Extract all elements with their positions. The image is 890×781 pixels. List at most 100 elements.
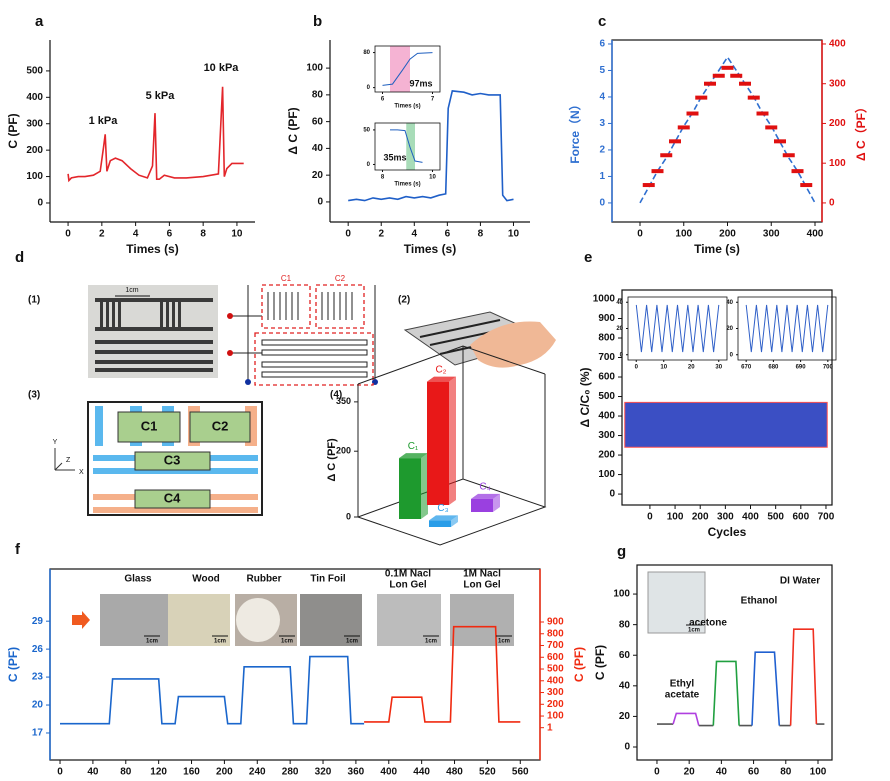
plot-frame — [611, 39, 823, 223]
step-segment — [765, 125, 778, 130]
y2-tick-label: 300 — [829, 78, 846, 89]
step-segment — [712, 73, 725, 78]
step-segment — [686, 111, 699, 116]
y2-axis-label: Δ C（PF） — [853, 101, 868, 161]
scale-label: 1cm — [146, 639, 158, 645]
x-tick-label: 0 — [637, 229, 643, 240]
y-tick-label: 80 — [312, 90, 324, 101]
y-tick-label: 200 — [598, 450, 615, 461]
x-tick-label: 10 — [429, 174, 436, 180]
y-tick-label: 17 — [32, 728, 44, 739]
step-segment — [669, 139, 681, 144]
annotation: Lon Gel — [463, 580, 500, 591]
bar-side — [449, 376, 456, 505]
highlight-span — [406, 123, 415, 170]
y-axis-label: C (PF) — [593, 645, 607, 680]
y-tick-label: 23 — [32, 672, 44, 683]
step-segment — [774, 139, 786, 144]
annotation: Wood — [192, 574, 220, 585]
x-tick-label: 320 — [315, 767, 332, 778]
y2-tick-label: 1 — [547, 722, 553, 733]
annotation: 97ms — [409, 78, 432, 88]
x-tick-label: 0 — [654, 767, 660, 778]
y-tick-label: 0 — [599, 198, 605, 209]
y-tick-label: 0 — [37, 198, 43, 209]
y2-tick-label: 100 — [829, 158, 846, 169]
x-tick-label: 670 — [741, 364, 752, 370]
data-line — [672, 712, 700, 726]
step-segment — [695, 95, 708, 100]
y2-tick-label: 800 — [547, 628, 564, 639]
y2-tick-label: 500 — [547, 664, 564, 675]
y-tick-label: 0 — [620, 352, 624, 358]
step-segment — [704, 81, 716, 86]
terminal — [245, 379, 251, 385]
data-line — [789, 628, 818, 726]
axis-triad-label: Z — [66, 457, 71, 464]
data-line — [364, 625, 521, 723]
step-segment — [642, 183, 655, 188]
data-line — [67, 86, 244, 183]
y2-tick-label: 100 — [547, 711, 564, 722]
y-tick-label: 350 — [336, 396, 351, 406]
annotation: 1 kPa — [89, 115, 119, 127]
category-label: C₃ — [437, 503, 448, 514]
y-tick-label: 50 — [363, 127, 370, 133]
bar-top — [471, 493, 500, 499]
step-segment — [721, 65, 734, 70]
y-axis-label: Force（N） — [567, 98, 582, 163]
y-tick-label: 400 — [26, 92, 43, 103]
x-tick-label: 60 — [748, 767, 760, 778]
x-tick-label: 8 — [478, 229, 484, 240]
scale-label: 1cm — [425, 639, 437, 645]
bar-side — [493, 493, 500, 512]
y2-tick-label: 0 — [829, 198, 835, 209]
bar-side — [451, 515, 458, 527]
x-tick-label: 6 — [167, 229, 173, 240]
x-tick-label: 20 — [688, 364, 695, 370]
y-tick-label: 80 — [619, 619, 631, 630]
data-line — [639, 55, 816, 204]
plot-frame — [374, 122, 441, 171]
panel-letter: f — [15, 541, 21, 558]
y-tick-label: 100 — [306, 63, 323, 74]
x-axis-label: Times (s) — [394, 104, 420, 110]
x-tick-label: 4 — [412, 229, 418, 240]
x-tick-label: 100 — [675, 229, 692, 240]
annotation: Rubber — [247, 574, 282, 585]
x-tick-label: 10 — [231, 229, 243, 240]
electrode-label: C3 — [164, 452, 181, 467]
y-tick-label: 40 — [619, 680, 631, 691]
y-tick-label: 29 — [32, 616, 44, 627]
x-tick-label: 200 — [719, 229, 736, 240]
data-line — [348, 90, 514, 202]
x-tick-label: 30 — [715, 364, 722, 370]
x-tick-label: 0 — [635, 364, 639, 370]
y-tick-label: 300 — [598, 430, 615, 441]
x-tick-label: 0 — [345, 229, 351, 240]
y-tick-label: 80 — [363, 50, 370, 56]
bar-top — [429, 515, 458, 521]
axis-triad-label: X — [79, 469, 84, 476]
y-tick-label: 20 — [619, 711, 631, 722]
x-tick-label: 40 — [87, 767, 99, 778]
x-axis-label: Cycles — [708, 525, 747, 539]
y-tick-label: 6 — [599, 39, 605, 50]
x-tick-label: 10 — [508, 229, 520, 240]
photo — [300, 594, 362, 646]
step-segment — [677, 125, 690, 130]
photo — [100, 594, 168, 646]
panel-letter: g — [617, 543, 626, 560]
y-tick-label: 200 — [336, 446, 351, 456]
y-tick-label: 40 — [312, 143, 324, 154]
sub-label: (4) — [330, 390, 342, 401]
y-tick-label: 20 — [616, 326, 623, 332]
annotation: Tin Foil — [310, 574, 346, 585]
panel-d: d (1) (2) (3) (4) 1cm C1 C2 — [15, 249, 556, 516]
x-tick-label: 2 — [378, 229, 384, 240]
scale-label: 1cm — [498, 639, 510, 645]
terminal — [227, 313, 233, 319]
bar-front — [399, 458, 421, 519]
x-axis-label: Times (s) — [126, 242, 178, 256]
annotation: 5 kPa — [146, 90, 176, 102]
